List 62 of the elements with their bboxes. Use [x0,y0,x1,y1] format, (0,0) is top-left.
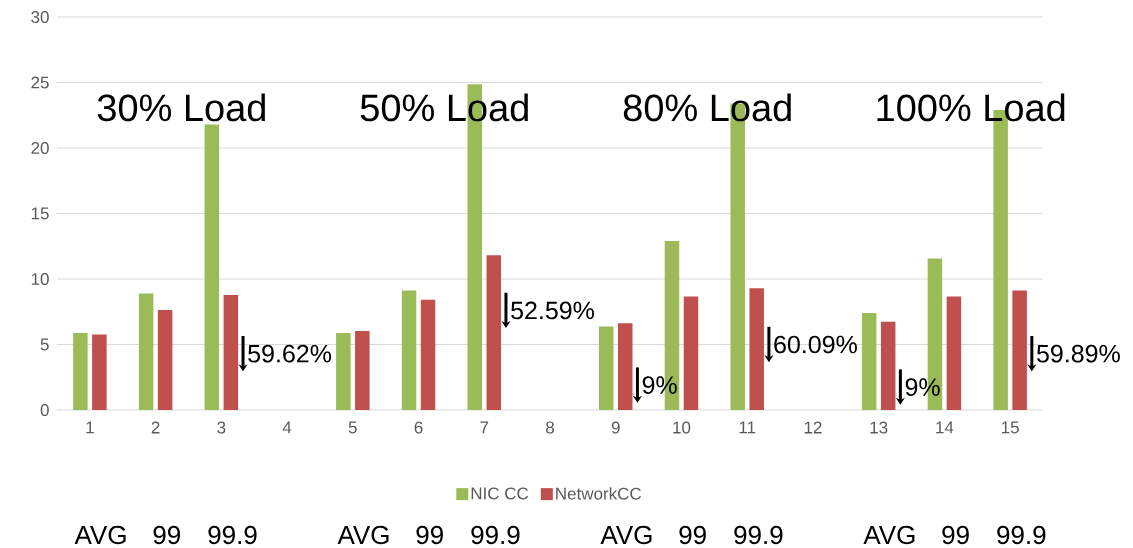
bar [223,294,239,410]
y-tick-label: 25 [31,76,49,89]
bar [73,333,88,410]
x-tick-label: 12 [804,421,822,434]
bar [880,321,896,410]
bar [861,313,877,410]
bar [1012,290,1027,410]
x-tick-label: 14 [936,421,954,434]
bar [598,326,614,410]
text: 99 [942,525,969,545]
x-tick-label: 13 [870,421,888,434]
x-tick-label: 15 [1001,421,1019,434]
bar [138,293,154,410]
annotation: 59.89% [1036,344,1120,363]
x-tick-label: 3 [217,421,226,434]
text: 99 [416,525,443,545]
x-tick-label: 10 [673,421,691,434]
x-tick-label: 2 [151,421,160,434]
y-tick-label: 20 [31,141,49,155]
bar [204,124,220,410]
bar [683,296,699,410]
bar [157,309,173,410]
text: 99 [679,525,706,545]
text: 99.9 [997,525,1046,545]
text: AVG [337,525,389,545]
text: 99 [153,525,181,545]
bar [946,296,962,410]
legend-label: NIC CC [471,487,529,500]
bar [355,331,370,410]
text: AVG [74,525,126,545]
text: 99.9 [208,525,257,545]
x-tick-label: 7 [480,421,489,434]
x-tick-label: 9 [611,421,620,434]
bar [92,334,107,410]
annotation: 52.59% [511,301,594,320]
y-tick-label: 15 [31,207,49,220]
x-tick-label: 6 [414,421,423,434]
x-tick-label: 8 [546,421,554,434]
text: AVG [863,525,915,545]
y-tick-label: 0 [40,403,49,417]
x-tick-label: 5 [348,421,357,434]
annotation: 100% Load [877,93,1065,122]
annotation: 80% Load [623,93,791,122]
x-tick-label: 11 [739,421,756,434]
legend-label: NetworkCC [556,487,642,500]
bar [336,333,351,410]
annotation: 59.62% [248,344,332,363]
bar [486,255,502,410]
y-tick-label: 10 [31,272,49,286]
text: 99.9 [471,525,520,545]
annotation: 30% Load [97,93,265,122]
bar [617,323,633,410]
x-tick-label: 4 [282,421,292,434]
bar [749,288,764,410]
x-tick-label: 1 [86,421,94,434]
text: 99.9 [734,525,783,545]
y-tick-label: 30 [31,10,49,24]
text: AVG [600,525,652,545]
bar [401,290,417,410]
bar [420,299,436,410]
annotation: 60.09% [774,335,857,354]
y-tick-label: 5 [40,338,49,351]
